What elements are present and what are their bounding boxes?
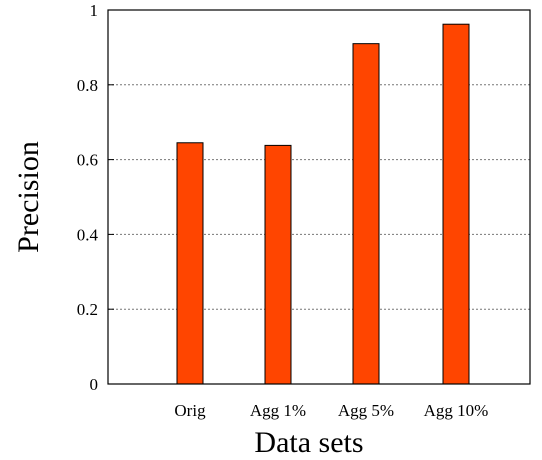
y-tick-label: 0.2 xyxy=(77,300,98,319)
x-tick-label: Agg 5% xyxy=(338,401,394,420)
y-tick-label: 0 xyxy=(90,375,99,394)
x-axis-ticks: Orig Agg 1% Agg 5% Agg 10% xyxy=(174,401,488,420)
y-tick-label: 0.6 xyxy=(77,151,98,170)
bar xyxy=(176,142,204,385)
y-tick-label: 1 xyxy=(90,1,99,20)
plot-frame xyxy=(107,9,531,385)
x-tick-label: Agg 1% xyxy=(250,401,306,420)
bars xyxy=(176,23,470,385)
x-tick-label: Orig xyxy=(174,401,206,420)
y-tick-label: 0.8 xyxy=(77,76,98,95)
y-axis-title: Precision xyxy=(12,141,45,253)
x-tick-label: Agg 10% xyxy=(424,401,489,420)
y-axis-ticks: 0 0.2 0.4 0.6 0.8 1 xyxy=(77,1,114,394)
bar xyxy=(442,23,470,385)
bar xyxy=(352,43,380,385)
bar xyxy=(264,144,292,385)
y-tick-label: 0.4 xyxy=(77,225,99,244)
x-axis-title: Data sets xyxy=(254,426,363,459)
